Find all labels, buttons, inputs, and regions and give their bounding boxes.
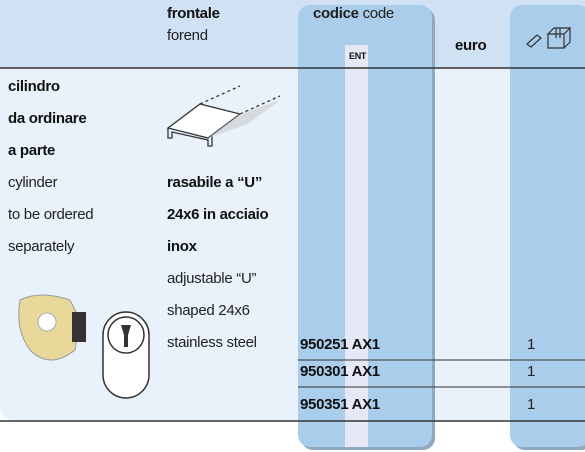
header-text: codice	[313, 5, 359, 22]
profile: shaped 24x6	[167, 302, 250, 319]
description: to be ordered	[8, 206, 94, 223]
profile: stainless steel	[167, 334, 257, 351]
profile: inox	[167, 238, 197, 255]
code: 950251 AX1	[300, 336, 380, 353]
quantity: 1	[527, 336, 536, 353]
profile: 24x6 in acciaio	[167, 206, 269, 223]
header-text: euro	[455, 37, 487, 54]
description: a parte	[8, 142, 56, 159]
header-text: ENT	[349, 51, 367, 61]
description: cylinder	[8, 174, 58, 191]
header-text: forend	[167, 27, 208, 44]
code: 950351 AX1	[300, 396, 380, 413]
profile: adjustable “U”	[167, 270, 257, 287]
description: cilindro	[8, 78, 60, 95]
profile: rasabile a “U”	[167, 174, 263, 191]
code: 950301 AX1	[300, 363, 380, 380]
header-text: frontale	[167, 5, 220, 22]
description: separately	[8, 238, 75, 255]
header-text: codice code	[313, 5, 394, 22]
quantity: 1	[527, 363, 536, 380]
header-text: code	[362, 5, 395, 22]
description: da ordinare	[8, 110, 87, 127]
quantity: 1	[527, 396, 536, 413]
